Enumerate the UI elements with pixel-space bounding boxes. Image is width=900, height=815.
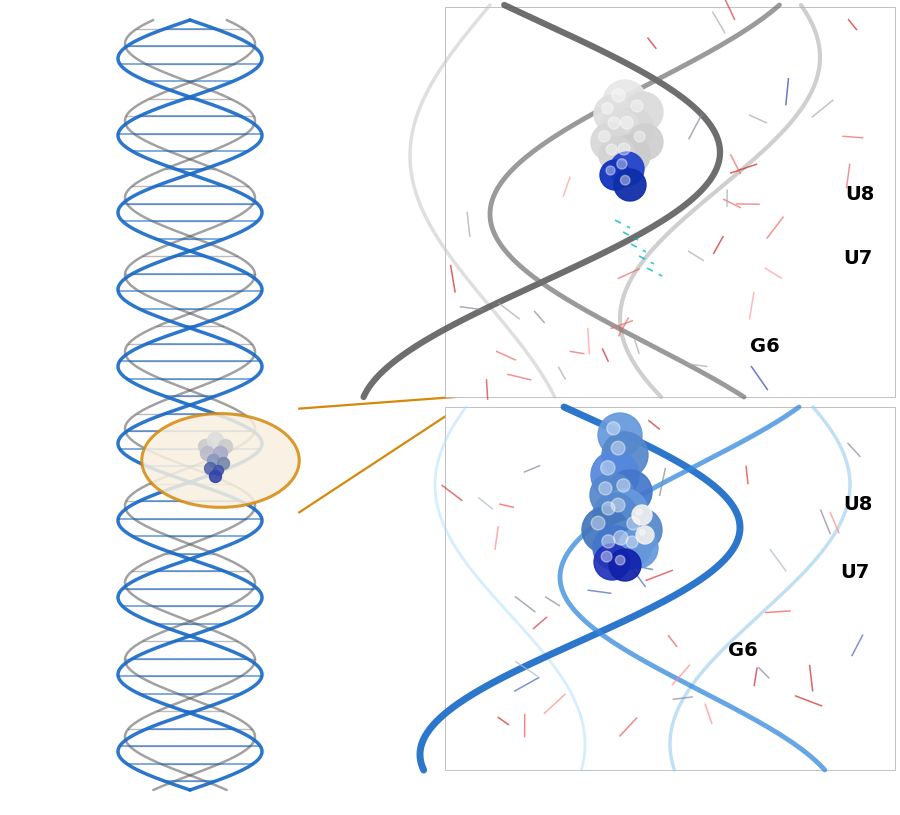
Text: G6: G6 xyxy=(728,641,758,659)
Ellipse shape xyxy=(142,413,299,507)
Circle shape xyxy=(616,159,627,169)
Circle shape xyxy=(607,144,617,155)
Circle shape xyxy=(606,166,615,175)
Bar xyxy=(445,407,895,770)
Circle shape xyxy=(611,441,625,455)
Circle shape xyxy=(218,457,230,469)
Circle shape xyxy=(608,470,652,514)
Circle shape xyxy=(219,439,232,453)
Circle shape xyxy=(210,470,221,482)
Circle shape xyxy=(618,528,658,568)
Circle shape xyxy=(636,509,642,515)
Text: G6: G6 xyxy=(750,337,779,356)
Circle shape xyxy=(213,447,228,460)
Bar xyxy=(445,7,895,397)
Text: U8: U8 xyxy=(845,186,875,205)
Circle shape xyxy=(598,413,642,457)
Circle shape xyxy=(603,80,647,124)
Circle shape xyxy=(612,108,654,150)
Circle shape xyxy=(600,160,630,190)
Text: U8: U8 xyxy=(843,496,872,514)
Circle shape xyxy=(610,152,644,186)
Circle shape xyxy=(591,516,605,530)
Circle shape xyxy=(626,517,640,530)
Circle shape xyxy=(604,521,652,569)
Circle shape xyxy=(610,135,650,175)
Circle shape xyxy=(598,482,612,495)
Circle shape xyxy=(201,447,214,460)
Circle shape xyxy=(612,89,625,102)
Circle shape xyxy=(593,493,637,537)
Circle shape xyxy=(600,460,615,475)
Circle shape xyxy=(614,531,628,545)
Circle shape xyxy=(632,505,652,525)
Circle shape xyxy=(591,451,639,499)
Circle shape xyxy=(208,433,223,448)
Circle shape xyxy=(602,502,615,515)
Circle shape xyxy=(614,169,646,201)
Circle shape xyxy=(601,103,613,114)
Circle shape xyxy=(199,439,212,453)
Circle shape xyxy=(208,455,220,466)
Circle shape xyxy=(634,131,645,142)
Circle shape xyxy=(627,124,663,160)
Circle shape xyxy=(607,422,620,435)
Circle shape xyxy=(602,535,615,548)
Circle shape xyxy=(599,137,635,173)
Circle shape xyxy=(640,530,645,535)
Circle shape xyxy=(600,109,640,149)
Circle shape xyxy=(620,175,630,185)
Circle shape xyxy=(626,536,638,548)
Circle shape xyxy=(594,95,632,133)
Circle shape xyxy=(582,507,628,553)
Circle shape xyxy=(609,549,641,581)
Circle shape xyxy=(608,117,620,129)
Circle shape xyxy=(213,465,223,475)
Circle shape xyxy=(616,478,630,492)
Circle shape xyxy=(594,544,630,580)
Text: U7: U7 xyxy=(843,249,872,267)
Circle shape xyxy=(616,555,625,565)
Circle shape xyxy=(631,100,643,112)
Circle shape xyxy=(602,489,648,535)
Circle shape xyxy=(623,92,663,132)
Circle shape xyxy=(591,123,629,161)
Circle shape xyxy=(204,462,217,474)
Circle shape xyxy=(611,498,625,512)
Circle shape xyxy=(593,526,637,570)
Circle shape xyxy=(601,551,612,562)
Circle shape xyxy=(590,473,634,517)
Circle shape xyxy=(618,143,630,155)
Circle shape xyxy=(636,526,654,544)
Text: U7: U7 xyxy=(840,562,869,581)
Circle shape xyxy=(618,508,662,552)
Circle shape xyxy=(598,130,610,142)
Circle shape xyxy=(620,117,633,129)
Circle shape xyxy=(602,432,648,478)
